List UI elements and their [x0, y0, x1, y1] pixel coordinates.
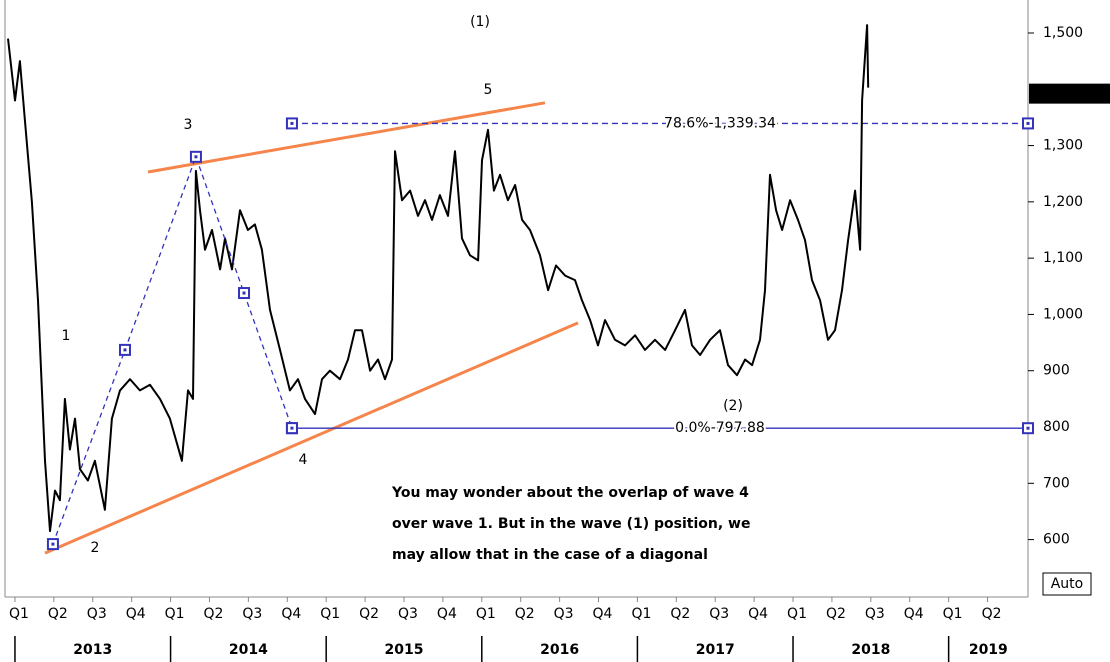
wave-label: 1: [62, 328, 71, 344]
year-label: 2019: [969, 642, 1008, 658]
year-label: 2013: [73, 642, 112, 658]
x-tick-label: Q2: [982, 606, 1002, 622]
x-tick-label: Q1: [320, 606, 340, 622]
x-tick-label: Q2: [204, 606, 224, 622]
x-tick-label: Q1: [631, 606, 651, 622]
x-tick-label: Q3: [87, 606, 107, 622]
anchor-marker-dot: [242, 291, 246, 295]
note-line: may allow that in the case of a diagonal: [392, 547, 708, 563]
year-label: 2018: [851, 642, 890, 658]
last-price-label: 1,392.25: [1032, 86, 1101, 102]
x-tick-label: Q1: [476, 606, 496, 622]
x-tick-label: Q4: [593, 606, 613, 622]
trendline: [44, 321, 579, 555]
y-tick-label: 600: [1043, 532, 1070, 548]
anchor-marker-dot: [1026, 121, 1030, 125]
fib-label: 0.0%-797.88: [675, 420, 765, 436]
x-tick-label: Q3: [709, 606, 729, 622]
anchor-marker-dot: [1026, 426, 1030, 430]
x-tick-label: Q4: [904, 606, 924, 622]
note-line: You may wonder about the overlap of wave…: [391, 485, 749, 501]
wave-label: 2: [91, 540, 100, 556]
x-tick-label: Q1: [9, 606, 29, 622]
year-label: 2015: [385, 642, 424, 658]
wave-label: 3: [184, 117, 193, 133]
anchor-marker-dot: [194, 155, 198, 159]
year-label: 2017: [696, 642, 735, 658]
y-tick-label: 1,200: [1043, 194, 1083, 210]
y-tick-label: 800: [1043, 419, 1070, 435]
x-tick-label: Q3: [554, 606, 574, 622]
x-tick-label: Q4: [126, 606, 146, 622]
x-tick-label: Q4: [748, 606, 768, 622]
auto-button-label[interactable]: Auto: [1051, 576, 1084, 592]
last-price-box: [1029, 83, 1110, 104]
x-tick-label: Q3: [865, 606, 885, 622]
wave-label: 5: [484, 82, 493, 98]
y-tick-label: 1,000: [1043, 306, 1083, 322]
x-tick-label: Q4: [281, 606, 301, 622]
price-line: [7, 24, 870, 533]
x-tick-label: Q2: [48, 606, 68, 622]
wave-zigzag: [52, 154, 293, 545]
wave-label: 4: [299, 452, 308, 468]
x-tick-label: Q1: [943, 606, 963, 622]
x-tick-label: Q3: [242, 606, 262, 622]
note-line: over wave 1. But in the wave (1) positio…: [392, 516, 750, 532]
y-tick-label: 700: [1043, 475, 1070, 491]
x-tick-label: Q2: [826, 606, 846, 622]
degree-label: (1): [470, 14, 490, 30]
anchor-marker-dot: [51, 542, 55, 546]
x-tick-label: Q4: [437, 606, 457, 622]
y-tick-label: 1,300: [1043, 138, 1083, 154]
year-label: 2014: [229, 642, 268, 658]
year-label: 2016: [540, 642, 579, 658]
y-tick-label: 1,100: [1043, 250, 1083, 266]
x-tick-label: Q3: [398, 606, 418, 622]
plot: 78.6%-1,339.34 0.0%-797.88: [7, 24, 1034, 555]
x-tick-label: Q1: [787, 606, 807, 622]
y-tick-label: 900: [1043, 363, 1070, 379]
trendline: [147, 101, 546, 174]
x-tick-label: Q2: [670, 606, 690, 622]
auto-button[interactable]: [1042, 572, 1092, 596]
x-tick-label: Q2: [359, 606, 379, 622]
degree-label: (2): [723, 398, 743, 414]
y-tick-label: 1,500: [1043, 25, 1083, 41]
x-tick-label: Q1: [165, 606, 185, 622]
anchor-marker-dot: [290, 121, 294, 125]
x-tick-label: Q2: [515, 606, 535, 622]
anchor-marker-dot: [123, 348, 127, 352]
anchor-marker-dot: [290, 426, 294, 430]
fib-label: 78.6%-1,339.34: [664, 115, 776, 131]
